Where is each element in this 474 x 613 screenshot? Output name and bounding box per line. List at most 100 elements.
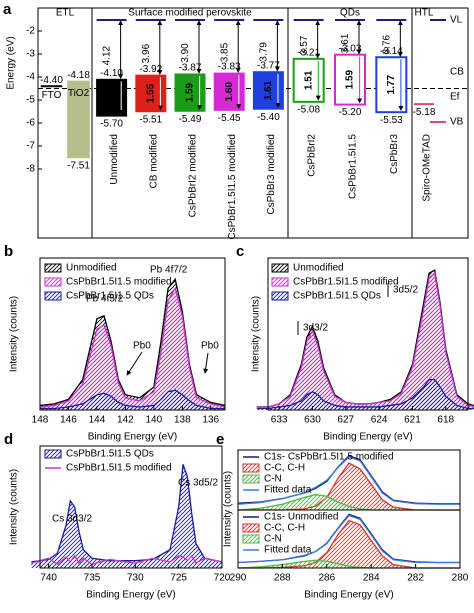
plot-frame — [237, 509, 461, 569]
work-function-label: 3.76 — [381, 34, 392, 54]
cb-label: -4.10 — [100, 68, 123, 79]
group-label: QDs — [340, 8, 360, 19]
x-tick-label: 146 — [60, 415, 77, 426]
material-name: CsPbBr1.5I1.5 modified — [227, 134, 238, 240]
cb-label: -3.03 — [339, 43, 362, 54]
legend-label: CsPbBr1.5I1.5 QDs — [66, 291, 154, 302]
area-fill — [256, 273, 474, 410]
legend-label: CsPbBr1.5I1.5 modified — [293, 277, 399, 288]
area-fill — [40, 288, 225, 410]
legend-swatch — [242, 463, 260, 473]
vb-label: -5.51 — [139, 114, 162, 125]
legend-swatch — [271, 291, 289, 301]
y-tick-label: -2 — [26, 26, 35, 37]
legend-label: Fitted data — [264, 545, 312, 556]
legend-label: CB — [450, 67, 464, 78]
legend-label: CsPbBr1.5I1.5 modified — [66, 463, 172, 474]
plot-frame — [267, 257, 469, 411]
cb-label: -3.87 — [179, 63, 202, 74]
annotation: 3d5/2 — [393, 285, 418, 296]
annotation: 3d3/2 — [303, 323, 328, 334]
x-tick-label: 148 — [32, 415, 49, 426]
material-name: Unmodified — [109, 134, 120, 185]
gap-label: 1.58 — [106, 88, 117, 108]
legend-swatch — [271, 263, 289, 273]
panel-label: d — [4, 431, 13, 448]
material-name: CsPbBrI2 modified — [188, 134, 199, 217]
work-function-label: 4.12 — [102, 45, 113, 65]
annotation: Pb0 — [201, 341, 219, 352]
y-axis-label: Intensity (counts) — [9, 296, 20, 372]
vb-label: -5.40 — [257, 112, 280, 123]
band-box — [67, 80, 90, 159]
x-tick-label: 627 — [337, 415, 354, 426]
legend-label: Fitted data — [264, 485, 312, 496]
spectrum-line — [237, 456, 460, 505]
x-tick-label: 286 — [318, 573, 335, 584]
x-tick-label: 136 — [202, 415, 219, 426]
x-tick-label: 624 — [371, 415, 388, 426]
legend-swatch — [242, 523, 260, 533]
vb-label: -5.20 — [339, 107, 362, 118]
material-name: CsPbBr3 modified — [266, 134, 277, 215]
level-label: -5.18 — [413, 107, 436, 118]
y-axis-label: Intensity (counts) — [9, 469, 20, 545]
spectrum-line — [237, 514, 460, 564]
legend-swatch — [44, 449, 62, 459]
cb-label: -3.14 — [380, 46, 403, 57]
x-tick-label: 280 — [452, 573, 469, 584]
spectrum-line — [31, 554, 223, 566]
gap-label: 1.59 — [185, 82, 196, 102]
panel-label: e — [216, 431, 224, 448]
legend-label: C-C, C-H — [264, 463, 305, 474]
x-axis-label: Binding Energy (eV) — [86, 590, 176, 601]
x-tick-label: 140 — [146, 415, 163, 426]
vb-label: -5.53 — [380, 115, 403, 126]
area-fill — [40, 390, 225, 410]
x-axis-label: Binding Energy (eV) — [304, 590, 394, 601]
y-axis-label: Intensity (counts) — [223, 471, 234, 547]
legend-swatch — [242, 534, 260, 544]
legend-swatch — [44, 277, 62, 287]
group-label: HTL — [415, 8, 434, 19]
x-tick-label: 735 — [84, 573, 101, 584]
x-tick-label: 290 — [230, 573, 247, 584]
material-name: CsPbBr3 — [389, 134, 400, 174]
work-function-label: 3.85 — [219, 42, 230, 62]
vb-label: -5.45 — [218, 113, 241, 124]
panel-label: b — [4, 243, 13, 260]
y-axis-label: Energy (eV) — [6, 36, 17, 89]
x-tick-label: 630 — [304, 415, 321, 426]
area-fill — [31, 464, 223, 568]
area-fill — [256, 379, 474, 410]
legend-swatch — [242, 474, 260, 484]
material-name: TiO2 — [68, 88, 90, 99]
x-tick-label: 288 — [274, 573, 291, 584]
spectrum-line — [256, 271, 474, 408]
y-axis-label: Intensity (counts) — [251, 296, 262, 372]
legend-label: Unmodified — [293, 263, 344, 274]
legend-label: CsPbBr1.5I1.5 modified — [66, 277, 172, 288]
legend-label: CsPbBr1.5I1.5 QDs — [293, 291, 381, 302]
cb-label: -3.92 — [139, 64, 162, 75]
x-tick-label: 730 — [127, 573, 144, 584]
legend-label: C1s- CsPbBr1.5I1.5 modified — [264, 452, 394, 463]
vb-label: -5.70 — [100, 119, 123, 130]
legend-label: C-C, C-H — [264, 523, 305, 534]
legend-label: VL — [450, 15, 463, 26]
annotation: Cs 3d5/2 — [178, 478, 218, 489]
legend-label: C-N — [264, 534, 282, 545]
x-tick-label: 618 — [437, 415, 454, 426]
gap-label: 1.61 — [263, 80, 274, 100]
y-tick-label: -7 — [26, 141, 35, 152]
x-tick-label: 144 — [89, 415, 106, 426]
x-tick-label: 284 — [363, 573, 380, 584]
x-tick-label: 720 — [214, 573, 231, 584]
material-name: Spiro-OMeTAD — [422, 134, 433, 202]
work-function-label: 3.79 — [259, 42, 270, 62]
x-tick-label: 740 — [40, 573, 57, 584]
legend-label: Unmodified — [66, 263, 117, 274]
annotation: Pb 4f5/2 — [86, 294, 124, 305]
